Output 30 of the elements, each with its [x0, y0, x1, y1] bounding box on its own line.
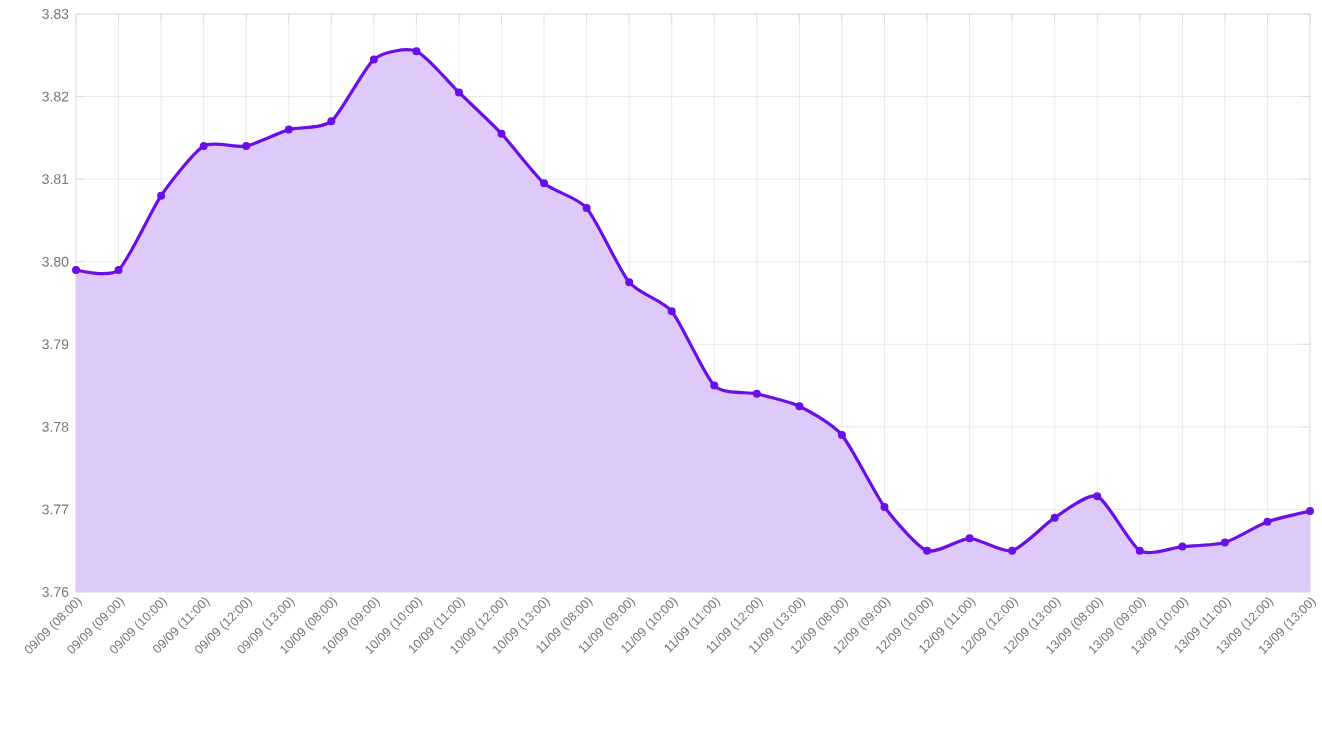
point: [540, 179, 549, 188]
point: [837, 431, 846, 440]
point: [1220, 538, 1229, 547]
point: [1135, 546, 1144, 555]
point: [412, 47, 421, 56]
point: [625, 278, 634, 287]
point: [454, 88, 463, 97]
point: [1306, 507, 1314, 516]
point: [497, 129, 506, 138]
point: [72, 265, 81, 274]
point: [795, 402, 804, 411]
point: [1050, 513, 1059, 522]
point: [157, 191, 166, 200]
point: [114, 265, 123, 274]
point: [710, 381, 719, 390]
point: [965, 534, 974, 543]
point: [582, 204, 591, 213]
point: [242, 142, 251, 151]
point: [923, 546, 932, 555]
point: [327, 117, 336, 126]
point: [1093, 492, 1102, 501]
point: [1263, 517, 1272, 526]
point: [1178, 542, 1187, 551]
point: [199, 142, 208, 151]
point: [1008, 546, 1017, 555]
point: [284, 125, 293, 134]
point: [880, 502, 889, 511]
point: [752, 389, 761, 398]
point: [667, 307, 676, 316]
point: [369, 55, 378, 64]
